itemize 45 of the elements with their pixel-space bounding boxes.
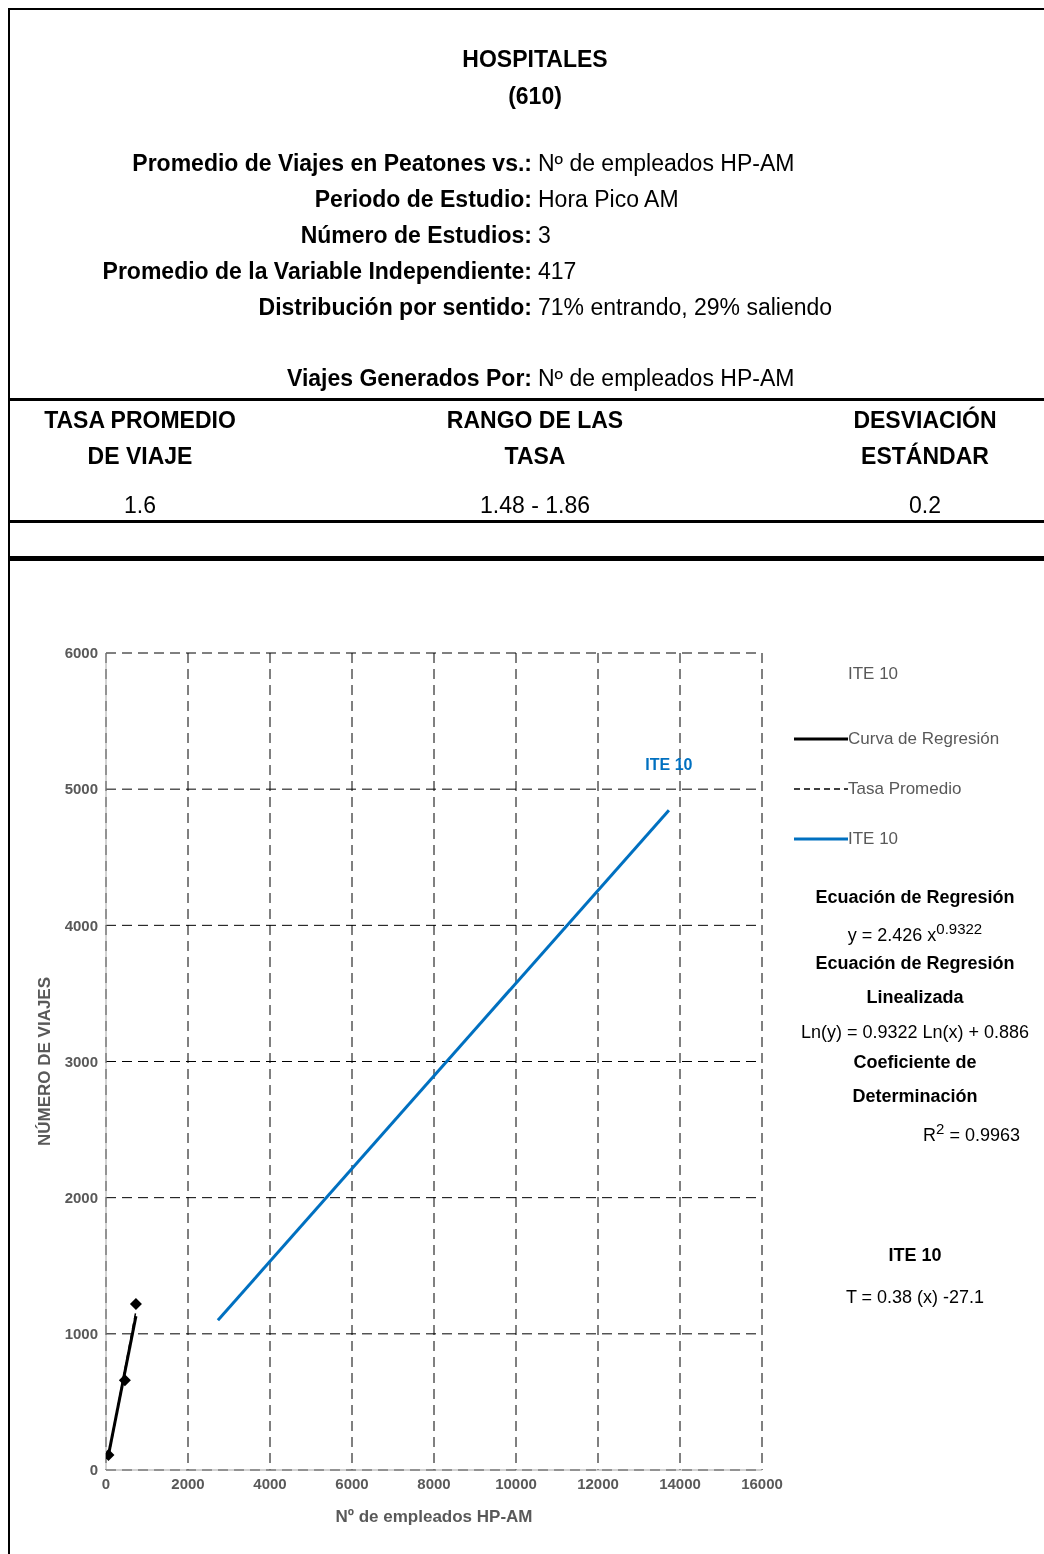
x-axis-title: Nº de empleados HP-AM xyxy=(335,1507,533,1526)
text: Ecuación de Regresión xyxy=(814,886,1016,909)
x-tick-label: 2000 xyxy=(171,1474,205,1492)
legend-title: ITE 10 xyxy=(847,664,900,685)
text: Coeficiente de Determinación xyxy=(851,1051,979,1108)
text: DESVIACIÓN ESTÁNDAR xyxy=(852,405,998,471)
text: 1.6 xyxy=(123,492,157,519)
text: Promedio de la Variable Independiente: 417 xyxy=(102,258,577,285)
chart-subtitle: (610) xyxy=(507,83,563,110)
y-axis-title: NÚMERO DE VIAJES xyxy=(35,976,55,1147)
chart-title: HOSPITALES xyxy=(461,46,609,73)
y-tick-label: 1000 xyxy=(64,1325,98,1343)
x-tick-label: 8000 xyxy=(417,1474,451,1492)
legend-label: Tasa Promedio xyxy=(848,779,962,799)
x-tick-label: 4000 xyxy=(253,1474,287,1492)
text: Distribución por sentido: 71% entrando, 29% saliendo xyxy=(258,294,833,321)
text: 0.2 xyxy=(908,492,942,519)
text: RANGO DE LAS TASA xyxy=(445,406,625,471)
x-tick-label: 10000 xyxy=(495,1474,537,1492)
y-tick-label: 4000 xyxy=(64,916,98,934)
text: ITE 10 xyxy=(887,1244,943,1267)
text: Número de Estudios: 3 xyxy=(300,222,551,249)
annotation: ITE 10 xyxy=(645,756,693,774)
y-tick-label: 0 xyxy=(89,1461,98,1479)
text: 1.48 - 1.86 xyxy=(479,492,591,519)
text: Ecuación de Regresión Linealizada xyxy=(815,952,1015,1009)
legend-label: ITE 10 xyxy=(848,829,899,849)
x-tick-label: 0 xyxy=(101,1474,111,1492)
text: Viajes Generados Por: Nº de empleados HP-AM xyxy=(286,365,795,392)
text: Promedio de Viajes en Peatones vs.: Nº de empleados HP-AM xyxy=(132,150,795,177)
y-tick-label: 3000 xyxy=(64,1052,98,1070)
text: y = 2.426 x$^{0.9322}$ xyxy=(846,919,984,947)
text: Periodo de Estudio: Hora Pico AM xyxy=(314,186,679,213)
y-tick-label: 6000 xyxy=(64,644,98,662)
x-tick-label: 16000 xyxy=(741,1474,783,1492)
legend-label: Curva de Regresión xyxy=(848,729,1000,749)
x-tick-label: 14000 xyxy=(659,1474,701,1492)
text: TASA PROMEDIO DE VIAJE xyxy=(43,406,237,471)
x-tick-label: 6000 xyxy=(335,1474,369,1492)
y-tick-label: 2000 xyxy=(64,1188,98,1206)
y-tick-label: 5000 xyxy=(64,780,98,798)
x-tick-label: 12000 xyxy=(577,1474,619,1492)
text: R$^{2}$ = 0.9963 xyxy=(922,1119,1021,1147)
text: T = 0.38 (x) -27.1 xyxy=(844,1286,986,1309)
text: Ln(y) = 0.9322 Ln(x) + 0.886 xyxy=(799,1021,1031,1044)
